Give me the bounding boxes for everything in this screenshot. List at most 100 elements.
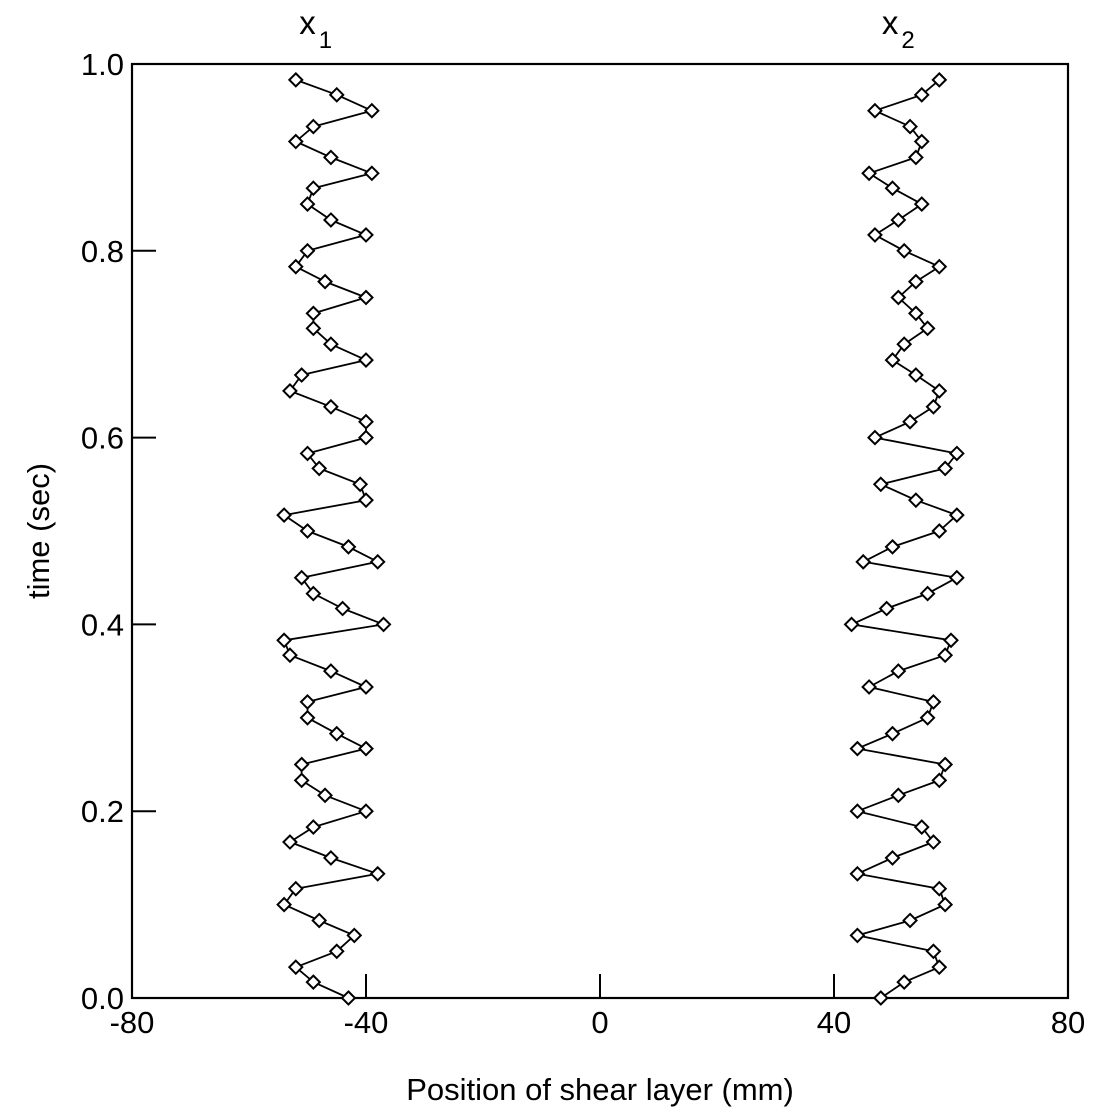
data-point-x1 — [299, 242, 316, 259]
data-point-x1 — [287, 258, 304, 275]
data-point-x2 — [919, 585, 936, 602]
data-point-x1 — [293, 367, 310, 383]
y-tick-label: 1.0 — [81, 47, 124, 82]
data-point-x2 — [855, 553, 872, 570]
data-point-x1 — [340, 538, 357, 555]
data-point-x2 — [867, 227, 883, 243]
y-tick-label: 0.2 — [81, 794, 124, 829]
data-point-x2 — [937, 896, 954, 913]
data-point-x1 — [293, 772, 310, 789]
data-point-x2 — [861, 165, 878, 182]
y-axis-ticks: 0.0 0.2 0.4 0.6 0.8 1.0 — [81, 47, 156, 1016]
data-point-x1 — [352, 476, 369, 493]
data-point-x1 — [363, 165, 380, 182]
data-point-x1 — [305, 180, 322, 197]
data-point-x1 — [287, 71, 304, 88]
data-point-x1 — [358, 289, 374, 306]
data-point-x2 — [913, 86, 930, 103]
data-point-x1 — [358, 803, 374, 820]
data-point-x1 — [282, 647, 298, 664]
data-point-x1 — [328, 725, 345, 742]
data-point-x1 — [299, 694, 316, 710]
data-point-x1 — [322, 212, 339, 228]
data-point-x2 — [890, 289, 907, 306]
data-point-x2 — [902, 912, 918, 929]
data-point-x2 — [937, 460, 954, 477]
data-point-x1 — [287, 880, 304, 897]
data-point-x1 — [375, 616, 392, 633]
series-layer — [276, 71, 965, 1006]
x-tick-label: -40 — [344, 1005, 389, 1040]
data-point-x1 — [328, 943, 345, 960]
data-point-x1 — [358, 492, 374, 509]
data-point-x2 — [913, 819, 930, 835]
x-axis-ticks: -80 -40 0 40 80 — [110, 974, 1085, 1040]
y-tick-label: 0.0 — [81, 981, 124, 1016]
series-x2 — [843, 71, 965, 1006]
data-point-x2 — [925, 943, 942, 960]
data-point-x2 — [907, 492, 924, 509]
data-point-x1 — [293, 756, 310, 773]
data-point-x1 — [276, 632, 293, 649]
data-point-x1 — [340, 990, 357, 1006]
data-point-x1 — [322, 336, 339, 353]
data-point-x1 — [299, 445, 316, 462]
series-line-x1 — [283, 79, 385, 999]
data-point-x2 — [931, 523, 948, 539]
data-point-x2 — [931, 772, 948, 789]
data-point-x2 — [843, 616, 860, 633]
data-point-x1 — [322, 663, 339, 680]
y-tick-label: 0.4 — [81, 607, 124, 642]
data-point-x1 — [287, 959, 304, 976]
data-point-x2 — [931, 71, 948, 88]
x-tick-label: 80 — [1051, 1005, 1085, 1040]
y-tick-label: 0.8 — [81, 234, 124, 269]
data-point-x1 — [358, 740, 374, 757]
data-point-x2 — [849, 803, 866, 820]
data-point-x2 — [896, 336, 913, 353]
data-point-x2 — [849, 927, 866, 944]
data-point-x1 — [358, 352, 374, 368]
data-point-x2 — [890, 787, 907, 804]
data-point-x1 — [317, 273, 333, 290]
data-point-x1 — [299, 196, 316, 213]
data-point-x2 — [919, 320, 936, 337]
data-point-x1 — [305, 118, 322, 135]
series-line-x2 — [850, 79, 958, 999]
x-tick-label: -80 — [110, 1005, 155, 1040]
data-point-x2 — [867, 429, 883, 446]
data-point-x2 — [878, 600, 895, 617]
data-point-x2 — [931, 880, 948, 897]
data-point-x1 — [317, 787, 333, 804]
data-point-x1 — [369, 865, 386, 882]
data-point-x1 — [322, 149, 339, 166]
data-point-x2 — [948, 445, 965, 462]
data-point-x2 — [902, 413, 918, 430]
y-tick-label: 0.6 — [81, 421, 124, 456]
data-point-x2 — [913, 133, 930, 150]
data-point-x2 — [890, 663, 907, 680]
data-point-x2 — [925, 694, 942, 710]
data-point-x2 — [884, 538, 901, 555]
data-point-x2 — [849, 865, 866, 882]
data-point-x1 — [346, 927, 363, 944]
data-point-x2 — [931, 258, 948, 275]
data-point-x1 — [276, 896, 293, 913]
x-tick-label: 40 — [817, 1005, 851, 1040]
data-point-x2 — [902, 118, 918, 135]
data-point-x2 — [907, 273, 924, 290]
data-point-x1 — [369, 553, 386, 570]
data-point-x1 — [358, 679, 374, 695]
data-point-x1 — [287, 133, 304, 150]
data-point-x1 — [322, 849, 339, 866]
data-point-x2 — [937, 647, 954, 664]
data-point-x2 — [861, 679, 878, 695]
data-point-x2 — [931, 959, 948, 976]
data-point-x2 — [872, 990, 889, 1006]
data-point-x1 — [282, 382, 298, 399]
data-point-x2 — [884, 849, 901, 866]
data-point-x1 — [311, 912, 328, 929]
